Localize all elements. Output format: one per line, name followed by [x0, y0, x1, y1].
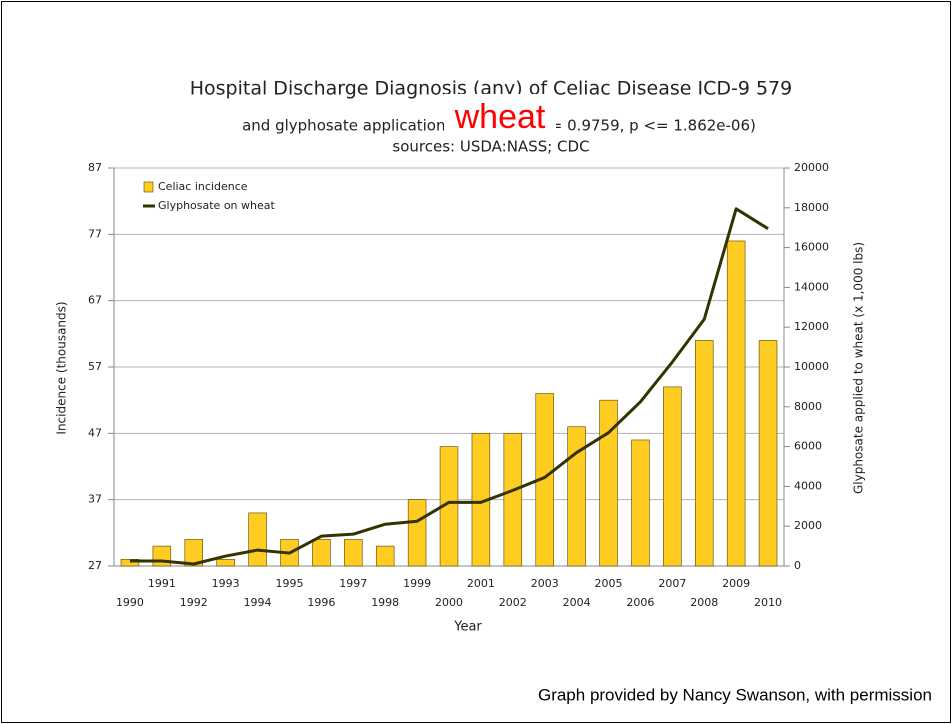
x-tick-label: 2006 — [626, 596, 654, 609]
y2-tick-label: 20000 — [794, 161, 829, 174]
y-tick-label: 27 — [88, 559, 102, 572]
x-tick-label: 2000 — [435, 596, 463, 609]
legend-label: Celiac incidence — [158, 180, 248, 193]
y-tick-label: 37 — [88, 493, 102, 506]
x-tick-label: 2010 — [754, 596, 782, 609]
x-tick-label: 1996 — [307, 596, 335, 609]
legend-label: Glyphosate on wheat — [158, 199, 275, 212]
annotation-box — [444, 94, 556, 134]
bar — [184, 539, 203, 567]
y2-tick-label: 0 — [794, 559, 801, 572]
x-tick-label: 2004 — [563, 596, 591, 609]
chart-title: Hospital Discharge Diagnosis (any) of Ce… — [190, 78, 792, 100]
bar — [248, 512, 267, 567]
x-tick-label: 1991 — [148, 577, 176, 590]
bar — [758, 340, 778, 567]
bar — [726, 240, 746, 567]
chart-sources: sources: USDA:NASS; CDC — [392, 138, 589, 156]
line — [129, 207, 769, 566]
annotation: wheat — [454, 98, 546, 136]
x-tick-label: 2002 — [499, 596, 527, 609]
x-tick-label: 1990 — [116, 596, 144, 609]
bar — [599, 399, 618, 567]
y2-tick-label: 16000 — [794, 241, 829, 254]
y2-tick-label: 8000 — [794, 400, 822, 413]
y2-tick-label: 18000 — [794, 201, 829, 214]
x-tick-label: 1994 — [244, 596, 272, 609]
x-tick-label: 2001 — [467, 577, 495, 590]
x-tick-label: 2005 — [595, 577, 623, 590]
y-tick-label: 77 — [88, 227, 102, 240]
y-tick-label: 87 — [88, 161, 102, 174]
x-tick-label: 1993 — [212, 577, 240, 590]
bar — [407, 499, 427, 567]
y2-axis-label: Glyphosate applied to wheat (x 1,000 lbs… — [852, 242, 866, 494]
bar — [695, 340, 714, 567]
x-tick-label: 1998 — [371, 596, 399, 609]
y-tick-label: 57 — [88, 360, 102, 373]
bar — [631, 439, 650, 567]
y2-tick-label: 14000 — [794, 280, 829, 293]
y-tick-label: 67 — [88, 294, 102, 307]
footnote: Graph provided by Nancy Swanson, with pe… — [538, 685, 932, 704]
x-tick-label: 2003 — [531, 577, 559, 590]
bar — [312, 539, 331, 567]
y2-tick-label: 2000 — [794, 519, 822, 532]
y-tick-label: 47 — [88, 426, 102, 439]
y2-tick-label: 6000 — [794, 440, 822, 453]
x-tick-label: 1992 — [180, 596, 208, 609]
x-tick-label: 2007 — [658, 577, 686, 590]
bar — [503, 433, 523, 567]
legend-swatch — [143, 181, 154, 193]
x-axis-label: Year — [453, 620, 482, 635]
y2-tick-label: 10000 — [794, 360, 829, 373]
bar — [216, 559, 235, 567]
bar — [375, 545, 395, 567]
x-tick-label: 2008 — [690, 596, 718, 609]
y2-tick-label: 12000 — [794, 320, 829, 333]
y2-tick-label: 4000 — [794, 479, 822, 492]
bar — [120, 559, 140, 567]
bar — [567, 426, 586, 567]
bar — [344, 539, 363, 567]
bar — [663, 386, 682, 567]
x-tick-label: 1995 — [275, 577, 303, 590]
x-tick-label: 1999 — [403, 577, 431, 590]
x-tick-label: 1997 — [339, 577, 367, 590]
x-tick-label: 2009 — [722, 577, 750, 590]
y-axis-label: Incidence (thousands) — [55, 301, 69, 434]
